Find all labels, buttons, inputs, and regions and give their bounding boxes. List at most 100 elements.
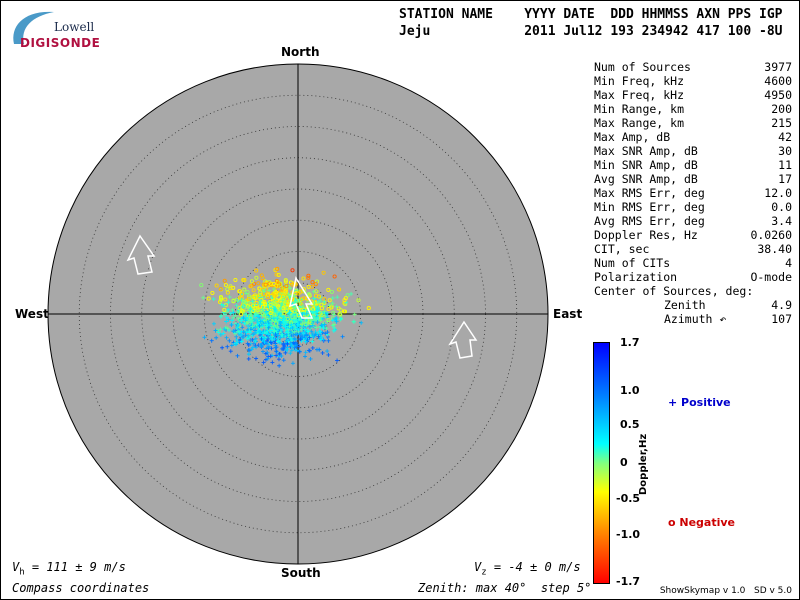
source-point <box>263 282 268 287</box>
source-point <box>307 324 312 329</box>
source-point <box>224 319 229 324</box>
stat-row: Max RMS Err, deg 12.0 <box>594 186 792 200</box>
stat-label: Num of Sources <box>594 60 691 74</box>
source-point <box>213 328 218 333</box>
source-point <box>259 336 264 341</box>
stat-value: 4.9 <box>771 298 792 312</box>
source-point <box>211 321 216 326</box>
source-point <box>326 352 331 357</box>
source-point <box>275 266 280 271</box>
source-point <box>338 312 343 317</box>
stat-value: 200 <box>771 102 792 116</box>
source-point <box>275 339 280 344</box>
source-point <box>231 310 236 315</box>
source-point <box>268 354 273 359</box>
logo-lowell-text: Lowell <box>54 20 95 34</box>
source-point <box>284 308 290 313</box>
source-point <box>264 346 269 351</box>
source-point <box>284 297 290 302</box>
source-point <box>245 321 250 326</box>
arrow-icon <box>126 234 156 275</box>
source-point <box>236 316 241 321</box>
source-point <box>301 276 306 281</box>
source-point <box>240 292 245 297</box>
stat-row: Max SNR Amp, dB 30 <box>594 144 792 158</box>
stat-row: Max Amp, dB 42 <box>594 130 792 144</box>
source-point <box>323 331 328 336</box>
stat-value: 0.0 <box>771 200 792 214</box>
source-point <box>260 311 265 316</box>
source-point <box>306 329 311 334</box>
source-point <box>296 291 301 296</box>
source-point <box>271 287 276 292</box>
source-point <box>224 309 229 314</box>
source-point <box>227 338 232 343</box>
source-point <box>311 335 316 340</box>
source-point <box>329 305 334 310</box>
source-point <box>329 289 334 294</box>
source-point <box>325 330 330 335</box>
source-point <box>222 312 227 317</box>
source-point <box>281 306 286 311</box>
source-point <box>338 316 343 321</box>
source-point <box>240 325 245 330</box>
source-point <box>266 332 271 337</box>
source-point <box>313 282 318 287</box>
source-point <box>264 311 269 316</box>
source-point <box>299 327 304 332</box>
source-point <box>306 348 311 353</box>
source-point <box>274 349 279 354</box>
stat-value: 4950 <box>764 88 792 102</box>
stat-row: Max Freq, kHz 4950 <box>594 88 792 102</box>
source-point <box>334 304 339 309</box>
source-point <box>258 319 263 324</box>
source-point <box>258 329 263 334</box>
source-point <box>289 338 294 343</box>
source-point <box>233 313 238 318</box>
stat-label: Max Range, km <box>594 116 685 130</box>
source-point <box>241 316 246 321</box>
stat-value: 30 <box>778 144 792 158</box>
source-point <box>251 294 256 299</box>
stat-value: 0.0260 <box>750 228 792 242</box>
source-point <box>295 348 300 353</box>
source-point <box>285 316 290 322</box>
source-point <box>274 290 279 295</box>
source-point <box>319 306 324 311</box>
source-point <box>300 311 305 316</box>
source-point <box>310 339 315 344</box>
source-point <box>326 287 331 292</box>
source-point <box>263 302 268 307</box>
source-point <box>283 350 288 355</box>
stat-label: Max SNR Amp, dB <box>594 144 698 158</box>
source-point <box>199 283 204 288</box>
source-point <box>304 311 309 316</box>
source-point <box>292 329 297 334</box>
source-point <box>221 303 226 308</box>
source-point <box>260 323 265 328</box>
source-point <box>314 325 319 330</box>
source-point <box>327 303 332 308</box>
source-point <box>312 301 317 306</box>
source-point <box>295 319 300 324</box>
source-point <box>264 309 269 314</box>
stat-row: CIT, sec 38.40 <box>594 242 792 256</box>
source-point <box>301 331 306 336</box>
source-point <box>310 280 315 285</box>
source-point <box>298 336 303 341</box>
source-point <box>281 314 286 319</box>
source-point <box>246 352 251 357</box>
source-point <box>297 332 302 337</box>
source-point <box>237 306 242 311</box>
source-point <box>287 324 292 329</box>
source-point <box>253 311 258 316</box>
source-point <box>322 309 327 314</box>
source-point <box>244 307 249 312</box>
legend-negative: o Negative <box>668 516 736 529</box>
source-point <box>250 299 255 304</box>
source-point <box>276 310 281 315</box>
source-point <box>310 323 315 328</box>
source-point <box>331 328 336 333</box>
source-point <box>226 307 231 312</box>
source-point <box>256 321 261 326</box>
